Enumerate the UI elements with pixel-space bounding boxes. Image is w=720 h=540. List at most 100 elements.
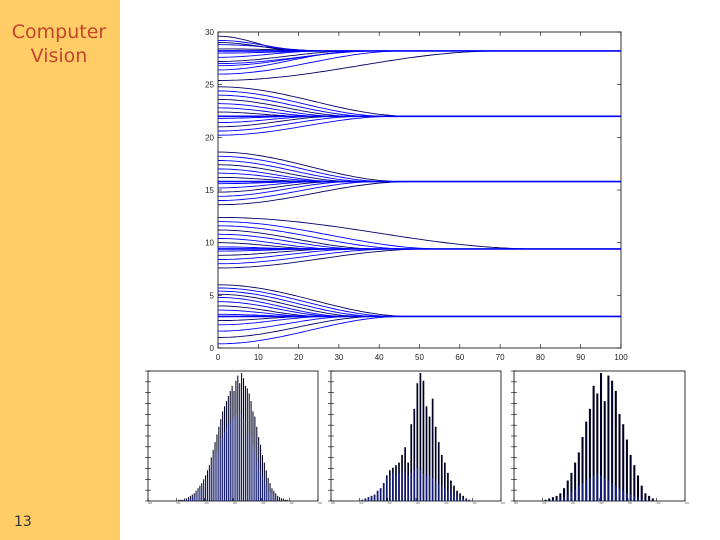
histogram-overlay-bar [212,462,214,501]
histogram-overlay-bar [468,499,471,501]
histogram-bar [444,462,446,501]
histogram-bar [551,497,554,501]
histogram-bar [648,495,651,501]
histogram-overlay-bar [444,488,446,501]
y-tick-label: 5 [210,291,215,300]
histogram-bar [622,424,625,501]
histogram-bar [596,393,599,501]
histogram-overlay-bar [186,499,188,501]
histogram-overlay-bar [555,499,558,501]
histogram-overlay-bar [431,477,434,501]
histogram-bar [437,442,440,501]
histogram-overlay-bar [231,419,233,501]
histogram-bar [640,485,643,501]
histogram-bar [629,454,632,501]
histogram-overlay-bar [244,421,246,501]
histogram-overlay-bar [187,499,190,501]
histogram-bar [413,408,416,501]
histogram-overlay-bar [201,486,203,501]
histogram-bar [585,421,588,501]
histogram-left [145,370,322,504]
histogram-overlay-bar [267,489,269,501]
x-tick-label: 50 [415,353,424,362]
histogram-overlay-bar [277,498,279,501]
histogram-overlay-bar [607,480,610,501]
histogram-bar [625,439,628,501]
histogram-overlay-bar [618,488,621,501]
histogram-overlay-bar [428,475,431,501]
histogram-overlay-bar [419,470,422,501]
histogram-overlay-bar [462,498,465,501]
histogram-bar [555,495,558,501]
histogram-overlay-bar [447,490,449,501]
histogram-overlay-bar [611,483,614,501]
y-tick-label: 25 [205,81,214,90]
histogram-bar [447,472,449,501]
histogram-overlay-bar [269,492,271,501]
histogram-bar [279,497,281,501]
histogram-bar [180,499,182,501]
histogram-overlay-bar [637,497,640,501]
histogram-bar [637,475,640,501]
x-tick-label: 60 [455,353,464,362]
histogram-overlay-bar [246,426,248,501]
histogram-overlay-bar [459,497,461,501]
histogram-overlay-bar [559,498,562,501]
y-tick-label: 0 [210,344,215,353]
histogram-overlay-bar [425,475,428,501]
x-tick-label: 100 [614,353,628,362]
x-tick-label: 10 [254,353,263,362]
histogram-overlay-bar [581,483,584,501]
histogram-middle [328,370,505,504]
histogram-overlay-bar [629,494,632,501]
histogram-frame [330,370,502,502]
course-title: Computer Vision [11,21,107,67]
histogram-overlay-bar [585,480,588,501]
histogram-overlay-bar [407,475,410,501]
histogram-bar [633,465,636,501]
histogram-overlay-bar [208,472,210,501]
histogram-overlay-bar [379,488,382,501]
histogram-overlay-bar [263,480,265,501]
y-tick-label: 20 [205,133,214,142]
histogram-overlay-bar [622,490,625,501]
histogram-bar [607,375,610,501]
histogram-overlay-bar [233,416,235,501]
histogram-overlay-bar [416,467,419,501]
histogram-overlay-bar [248,431,250,501]
histogram-overlay-bar [592,475,595,501]
histogram-overlay-bar [434,480,437,501]
histogram-overlay-bar [273,495,275,501]
x-tick-label: 40 [375,353,384,362]
histogram-overlay-bar [271,494,273,501]
histogram-overlay-bar [210,467,212,501]
histogram-overlay-bar [437,483,440,501]
histogram-overlay-bar [588,477,591,501]
histogram-overlay-bar [551,499,554,501]
histogram-bar [282,498,284,501]
histogram-bar [434,426,437,501]
histogram-overlay-bar [440,485,443,501]
slide-number: 13 [14,514,32,530]
histogram-overlay-bar [214,457,216,501]
histogram-overlay-bar [625,493,628,501]
histogram-overlay-bar [254,449,256,501]
histogram-overlay-bar [189,498,191,501]
histogram-overlay-bar [361,499,364,501]
histogram-bar [651,498,654,501]
histogram-bar [559,493,562,501]
histogram-bar [563,488,566,501]
histogram-overlay-bar [205,480,207,501]
histogram-frame [513,370,686,502]
histogram-overlay-bar [392,472,394,501]
sidebar: Computer Vision 13 [0,0,120,540]
histogram-overlay-bar [422,472,425,501]
y-tick-label: 10 [205,239,214,248]
histogram-bar [269,483,271,501]
histogram-bar [267,477,269,501]
histogram-bar [184,498,186,501]
histogram-overlay-bar [574,489,577,501]
histogram-bar [450,480,452,501]
y-tick-label: 30 [205,28,214,37]
